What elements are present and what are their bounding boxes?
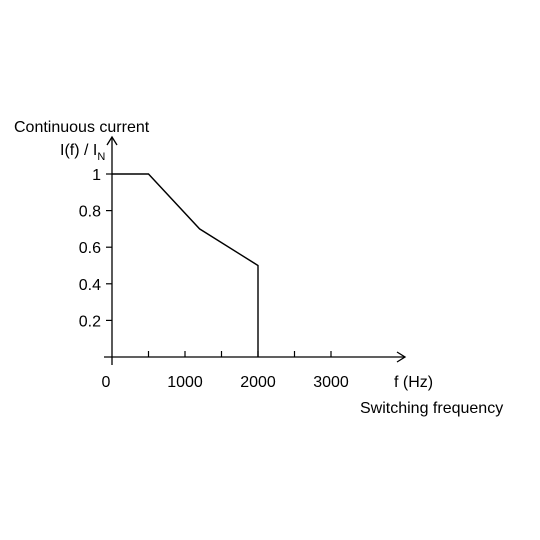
x-tick-label: 2000 — [240, 374, 276, 391]
y-tick-label: 0.2 — [79, 313, 101, 330]
y-axis-arrow — [106, 135, 118, 146]
x-tick-label: 0 — [102, 374, 111, 391]
y-tick-label: 0.6 — [79, 240, 101, 257]
x-axis-unit-label: f (Hz) — [394, 374, 433, 391]
y-axis-title: Continuous current — [14, 119, 150, 136]
axes — [104, 135, 407, 365]
y-axis-label-subscript: N — [97, 151, 105, 163]
x-axis-arrow — [396, 351, 407, 363]
x-tick-label: 1000 — [167, 374, 203, 391]
y-tick-label: 0.4 — [79, 277, 101, 294]
y-axis-label: I(f) / IN — [60, 142, 105, 163]
x-tick-label: 3000 — [313, 374, 349, 391]
tick-labels: 0 1000 2000 3000 0.2 0.4 0.6 0.8 1 — [79, 167, 349, 391]
y-tick-label: 0.8 — [79, 204, 101, 221]
series — [112, 173, 259, 357]
ticks — [106, 173, 332, 357]
x-axis-title: Switching frequency — [360, 400, 503, 417]
y-axis-label-main: I(f) / I — [60, 142, 97, 159]
series-line — [112, 173, 259, 357]
y-tick-label: 1 — [92, 167, 101, 184]
